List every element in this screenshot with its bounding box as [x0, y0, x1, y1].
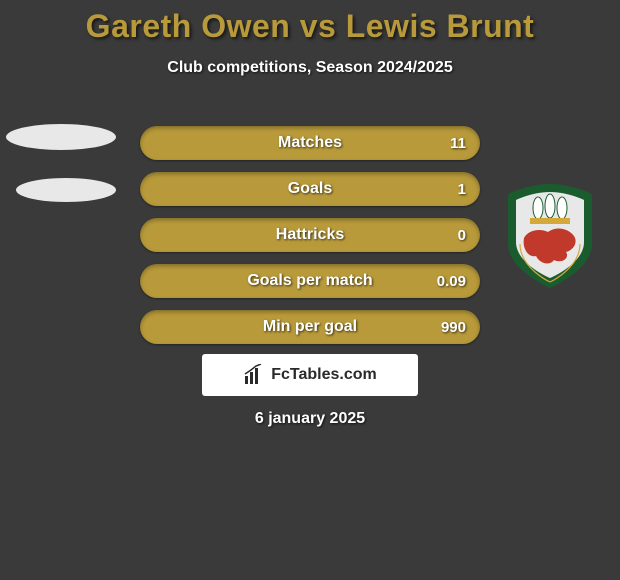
- stat-bar: Hattricks 0: [140, 218, 480, 252]
- stat-value: 11: [450, 135, 466, 152]
- stat-label: Goals per match: [247, 272, 372, 290]
- chart-icon: [243, 364, 265, 386]
- subtitle: Club competitions, Season 2024/2025: [0, 59, 620, 77]
- stat-value: 0: [458, 227, 466, 244]
- stat-label: Hattricks: [276, 226, 344, 244]
- stat-label: Matches: [278, 134, 342, 152]
- brand-text: FcTables.com: [271, 366, 377, 384]
- stat-label: Min per goal: [263, 318, 357, 336]
- club-crest: [500, 182, 600, 292]
- crest-icon: [500, 182, 600, 292]
- stat-row-min-per-goal: Min per goal 990: [0, 304, 620, 350]
- brand-badge: FcTables.com: [202, 354, 418, 396]
- stat-bar: Matches 11: [140, 126, 480, 160]
- stat-bar: Goals 1: [140, 172, 480, 206]
- stat-label: Goals: [288, 180, 332, 198]
- stat-value: 990: [441, 319, 466, 336]
- stat-value: 0.09: [437, 273, 466, 290]
- page-title: Gareth Owen vs Lewis Brunt: [0, 0, 620, 45]
- date-label: 6 january 2025: [0, 410, 620, 428]
- stat-row-matches: Matches 11: [0, 120, 620, 166]
- stat-bar: Goals per match 0.09: [140, 264, 480, 298]
- stat-value: 1: [458, 181, 466, 198]
- stat-bar: Min per goal 990: [140, 310, 480, 344]
